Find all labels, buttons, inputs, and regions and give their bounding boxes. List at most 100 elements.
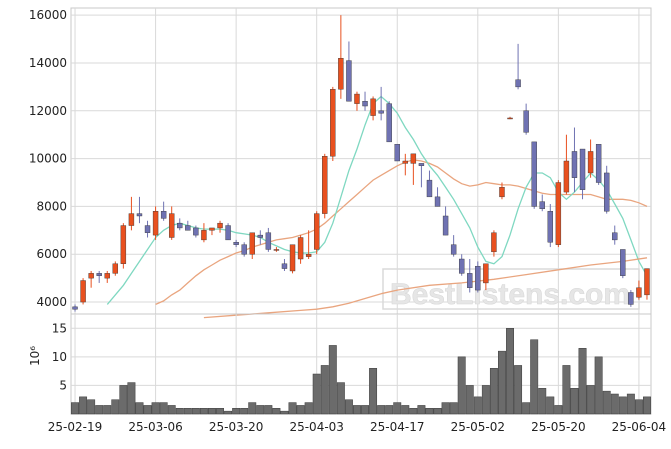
volume-bar <box>514 365 523 415</box>
volume-bar <box>465 385 474 415</box>
volume-bar <box>232 408 241 415</box>
volume-bar <box>538 388 547 415</box>
candle-body <box>217 222 223 229</box>
volume-grid <box>70 313 652 415</box>
volume-bar <box>191 408 200 415</box>
candle-body <box>644 268 650 296</box>
candle-body <box>426 179 433 198</box>
candle-body <box>571 151 578 178</box>
x-tick-label: 25-02-19 <box>48 420 102 434</box>
volume-bar <box>594 356 603 415</box>
volume-bar <box>417 405 426 415</box>
price-tick-label: 14000 <box>29 56 67 70</box>
volume-bar <box>570 388 579 415</box>
candle-body <box>434 196 441 207</box>
candle-body <box>418 163 425 166</box>
price-y-axis: 16000 14000 12000 10000 8000 6000 4000 <box>29 8 67 309</box>
candle-body <box>144 225 151 233</box>
candle-body <box>515 79 521 88</box>
candle-body <box>579 148 586 190</box>
candle-body <box>370 98 376 116</box>
volume-bar <box>143 405 152 415</box>
volume-bar <box>135 402 144 415</box>
x-tick-label: 25-04-03 <box>289 420 343 434</box>
candle-body <box>88 273 94 279</box>
price-tick-label: 6000 <box>36 247 67 261</box>
ma-mid-line <box>155 159 648 305</box>
candle-body <box>112 263 119 274</box>
candle-body <box>193 227 199 236</box>
volume-tick-label: 10 <box>52 350 67 364</box>
volume-bar <box>328 345 337 415</box>
price-tick-label: 4000 <box>36 295 67 309</box>
candle-body <box>265 232 272 250</box>
volume-bar <box>361 405 369 415</box>
candle-body <box>177 222 183 229</box>
candle-body <box>281 263 288 269</box>
candle-body <box>322 156 328 214</box>
volume-bar <box>151 402 160 415</box>
candle-body <box>628 292 634 305</box>
candle-body <box>168 213 175 238</box>
candle-body <box>523 110 529 133</box>
volume-bar <box>530 339 539 415</box>
volume-bar <box>248 402 257 415</box>
volume-bar <box>433 408 442 415</box>
volume-bar <box>626 393 635 415</box>
candle-body <box>636 287 642 298</box>
candle-body <box>354 93 360 104</box>
candle-body <box>410 153 417 164</box>
candle-body <box>305 254 312 257</box>
volume-bar <box>425 408 434 415</box>
volume-bar <box>498 350 506 415</box>
candle-body <box>475 265 481 291</box>
candle-body <box>620 249 626 276</box>
candle-body <box>450 244 457 255</box>
volume-y-axis: 15 10 5 <box>52 321 67 392</box>
volume-bar <box>610 393 619 415</box>
volume-bar <box>264 405 273 415</box>
volume-bar <box>586 385 595 415</box>
volume-bar <box>280 410 289 415</box>
x-tick-label: 25-06-04 <box>612 420 666 434</box>
volume-bar <box>385 405 394 415</box>
candle-body <box>346 60 352 102</box>
volume-axis-label: 10⁶ <box>28 346 42 366</box>
candle-body <box>539 201 545 210</box>
candle-body <box>120 225 127 264</box>
candle-body <box>80 280 86 303</box>
candle-body <box>378 110 384 114</box>
candle-body <box>225 225 231 241</box>
volume-bar <box>208 408 216 415</box>
volume-panel: 15 10 5 10⁶ <box>28 313 652 415</box>
candle-body <box>531 141 537 207</box>
x-tick-label: 25-05-02 <box>451 420 505 434</box>
candle-body <box>233 242 239 245</box>
candlesticks <box>72 15 650 312</box>
volume-bar <box>320 365 329 415</box>
volume-bar <box>457 356 466 415</box>
candle-body <box>185 225 191 231</box>
candle-body <box>249 232 255 255</box>
volume-bar <box>562 365 571 415</box>
volume-bar <box>344 399 353 415</box>
volume-bar <box>296 405 305 415</box>
volume-bar <box>643 396 651 415</box>
volume-bar <box>602 390 611 415</box>
ma-short-line <box>106 95 648 305</box>
volume-bar <box>199 408 208 415</box>
candle-body <box>483 263 489 284</box>
volume-bar <box>175 408 184 415</box>
volume-bar <box>95 405 104 415</box>
volume-bar <box>167 405 176 415</box>
volume-bar <box>377 405 386 415</box>
volume-bar <box>79 396 88 415</box>
volume-bar <box>481 385 490 415</box>
volume-bar <box>522 402 531 415</box>
candle-body <box>160 211 167 219</box>
candle-body <box>330 89 336 157</box>
volume-bar <box>103 405 112 415</box>
volume-bar <box>369 368 378 415</box>
